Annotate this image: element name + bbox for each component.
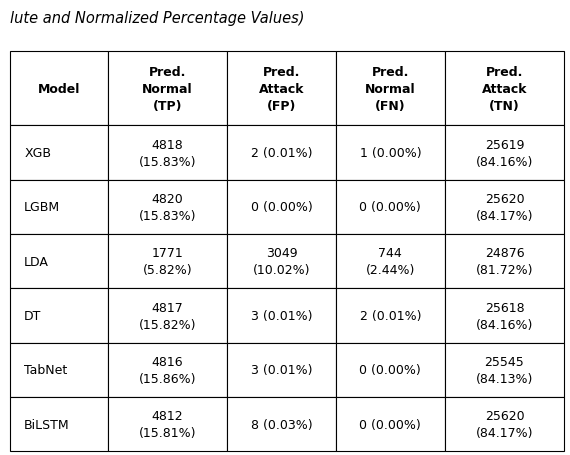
Text: 4818
(15.83%): 4818 (15.83%) <box>139 138 196 168</box>
Bar <box>108 343 227 397</box>
Bar <box>10 289 108 343</box>
Text: 25620
(84.17%): 25620 (84.17%) <box>476 192 534 222</box>
Text: 3049
(10.02%): 3049 (10.02%) <box>253 247 311 277</box>
Text: 0 (0.00%): 0 (0.00%) <box>360 364 421 377</box>
Text: 0 (0.00%): 0 (0.00%) <box>360 418 421 431</box>
Bar <box>10 180 108 234</box>
Bar <box>227 180 336 234</box>
Bar <box>108 126 227 180</box>
Bar <box>108 289 227 343</box>
Text: DT: DT <box>24 309 42 322</box>
Bar <box>108 397 227 451</box>
Bar <box>10 343 108 397</box>
Text: 4812
(15.81%): 4812 (15.81%) <box>139 410 196 439</box>
Text: 0 (0.00%): 0 (0.00%) <box>251 201 312 214</box>
Text: Pred.
Attack
(TN): Pred. Attack (TN) <box>482 66 527 113</box>
Text: 2 (0.01%): 2 (0.01%) <box>360 309 421 322</box>
Bar <box>336 397 445 451</box>
Bar <box>227 343 336 397</box>
Bar <box>10 52 108 126</box>
Text: 2 (0.01%): 2 (0.01%) <box>251 147 312 160</box>
Text: XGB: XGB <box>24 147 51 160</box>
Text: 744
(2.44%): 744 (2.44%) <box>365 247 415 277</box>
Text: BiLSTM: BiLSTM <box>24 418 70 431</box>
Bar <box>336 289 445 343</box>
Text: lute and Normalized Percentage Values): lute and Normalized Percentage Values) <box>10 11 305 26</box>
Text: 4820
(15.83%): 4820 (15.83%) <box>139 192 196 222</box>
Bar <box>336 343 445 397</box>
Text: LGBM: LGBM <box>24 201 60 214</box>
Bar <box>10 126 108 180</box>
Text: 24876
(81.72%): 24876 (81.72%) <box>476 247 534 277</box>
Text: Model: Model <box>38 83 80 96</box>
Text: 3 (0.01%): 3 (0.01%) <box>251 309 312 322</box>
Text: LDA: LDA <box>24 255 49 268</box>
Bar <box>336 52 445 126</box>
Text: 1771
(5.82%): 1771 (5.82%) <box>142 247 193 277</box>
Text: 0 (0.00%): 0 (0.00%) <box>360 201 421 214</box>
Bar <box>336 234 445 289</box>
Bar <box>10 234 108 289</box>
Bar <box>227 126 336 180</box>
Text: Pred.
Attack
(FP): Pred. Attack (FP) <box>259 66 304 113</box>
Text: 25545
(84.13%): 25545 (84.13%) <box>476 355 533 385</box>
Bar <box>10 397 108 451</box>
Text: TabNet: TabNet <box>24 364 67 377</box>
Text: 8 (0.03%): 8 (0.03%) <box>251 418 312 431</box>
Bar <box>445 234 564 289</box>
Bar <box>445 397 564 451</box>
Text: 4817
(15.82%): 4817 (15.82%) <box>139 301 196 331</box>
Bar <box>445 289 564 343</box>
Bar <box>445 126 564 180</box>
Bar <box>108 52 227 126</box>
Bar <box>336 126 445 180</box>
Text: Pred.
Normal
(FN): Pred. Normal (FN) <box>365 66 416 113</box>
Bar <box>227 397 336 451</box>
Text: 1 (0.00%): 1 (0.00%) <box>360 147 421 160</box>
Bar <box>227 234 336 289</box>
Bar <box>445 180 564 234</box>
Text: 25619
(84.16%): 25619 (84.16%) <box>476 138 533 168</box>
Bar <box>108 234 227 289</box>
Text: 25618
(84.16%): 25618 (84.16%) <box>476 301 533 331</box>
Bar <box>227 52 336 126</box>
Bar <box>445 52 564 126</box>
Text: 3 (0.01%): 3 (0.01%) <box>251 364 312 377</box>
Bar <box>336 180 445 234</box>
Text: Pred.
Normal
(TP): Pred. Normal (TP) <box>142 66 193 113</box>
Bar <box>445 343 564 397</box>
Bar <box>108 180 227 234</box>
Text: 25620
(84.17%): 25620 (84.17%) <box>476 410 534 439</box>
Bar <box>227 289 336 343</box>
Text: 4816
(15.86%): 4816 (15.86%) <box>139 355 196 385</box>
